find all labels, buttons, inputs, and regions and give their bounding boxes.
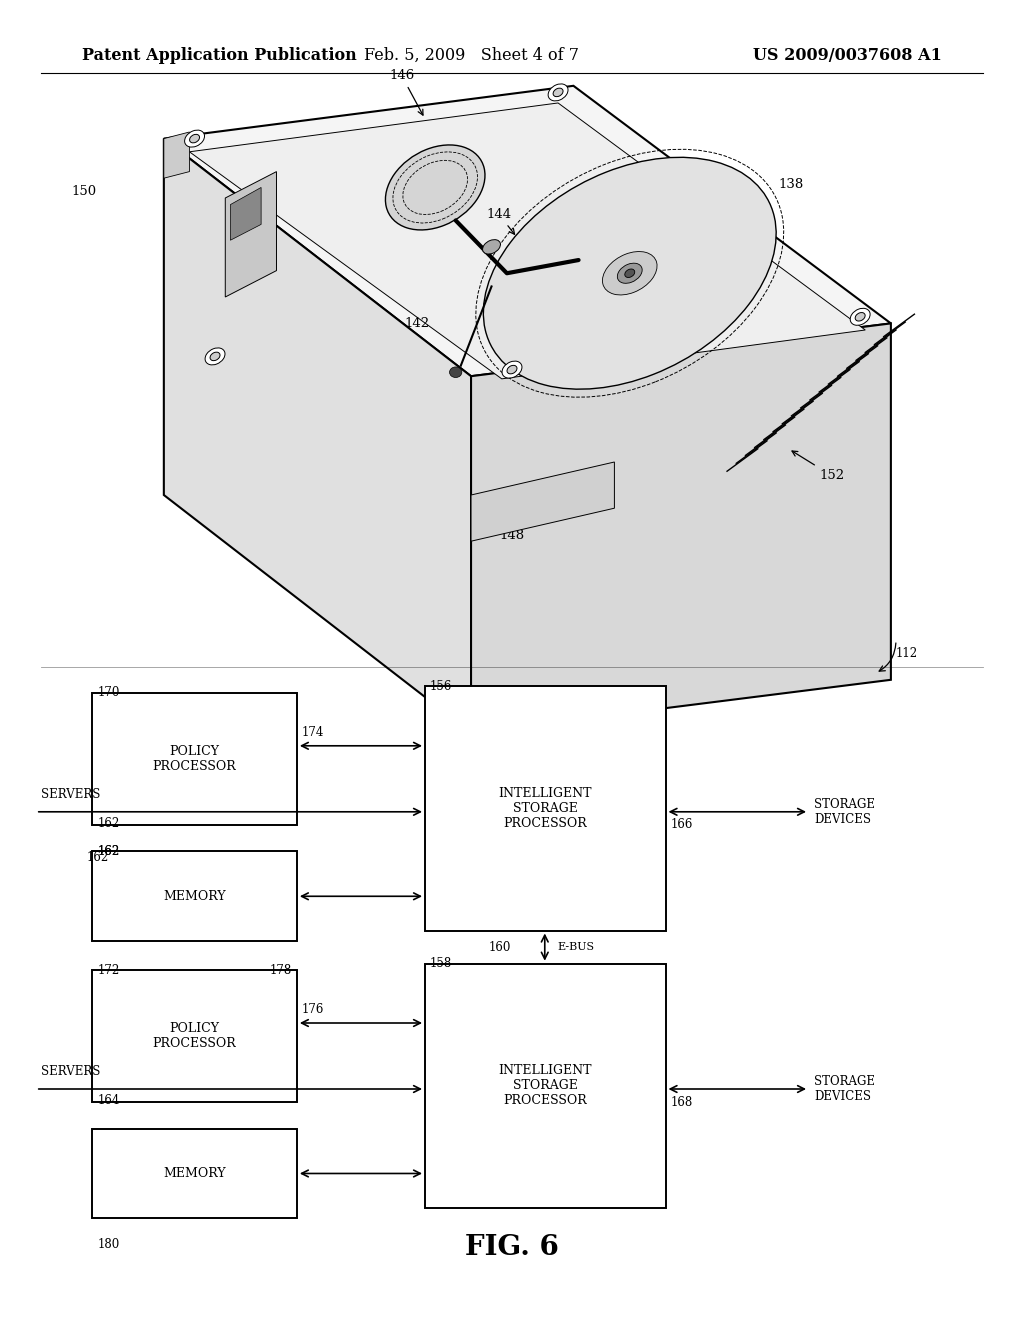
Text: 156: 156 [430,680,453,693]
Ellipse shape [450,367,462,378]
Ellipse shape [482,240,501,253]
Text: 138: 138 [778,178,804,191]
Text: 172: 172 [97,964,120,977]
Text: INTELLIGENT
STORAGE
PROCESSOR: INTELLIGENT STORAGE PROCESSOR [499,1064,592,1107]
Text: 148: 148 [500,515,530,541]
Ellipse shape [205,348,225,364]
Text: 162: 162 [87,851,110,865]
Text: 160: 160 [488,941,511,953]
Text: 178: 178 [269,964,292,977]
Text: 140: 140 [650,277,676,290]
Polygon shape [471,462,614,541]
Polygon shape [471,323,891,733]
Text: 144: 144 [486,207,514,235]
Text: FIG.5: FIG.5 [173,733,257,759]
Text: SERVERS: SERVERS [41,788,100,801]
Ellipse shape [184,131,205,147]
Bar [92,970,297,1102]
Ellipse shape [617,263,642,284]
Text: FIG. 6: FIG. 6 [465,1234,559,1261]
Text: 164: 164 [97,1094,120,1107]
Text: 174: 174 [302,726,325,739]
Bar [92,1129,297,1218]
Ellipse shape [189,135,200,143]
Text: INTELLIGENT
STORAGE
PROCESSOR: INTELLIGENT STORAGE PROCESSOR [499,787,592,830]
Text: SERVERS: SERVERS [41,1065,100,1078]
Bar [92,693,297,825]
Text: 112: 112 [896,647,919,660]
Text: 162: 162 [97,817,120,830]
Ellipse shape [553,88,563,96]
Ellipse shape [602,252,657,294]
Text: 146: 146 [389,69,423,115]
Ellipse shape [507,366,517,374]
Ellipse shape [850,309,870,325]
Bar [425,964,666,1208]
Text: 150: 150 [72,185,97,198]
Text: STORAGE
DEVICES: STORAGE DEVICES [814,1074,876,1104]
Text: STORAGE
DEVICES: STORAGE DEVICES [814,797,876,826]
Polygon shape [164,132,189,178]
Ellipse shape [210,352,220,360]
Ellipse shape [625,269,635,277]
Text: 166: 166 [671,818,693,832]
Ellipse shape [855,313,865,321]
Text: E-BUS: E-BUS [557,942,594,952]
Polygon shape [164,139,471,733]
Text: MEMORY: MEMORY [163,1167,226,1180]
Bar [92,851,297,941]
Ellipse shape [548,84,568,100]
Ellipse shape [502,362,522,378]
Polygon shape [230,187,261,240]
Polygon shape [189,103,865,379]
Text: 158: 158 [430,957,453,970]
Text: 162: 162 [97,845,120,858]
Text: Patent Application Publication: Patent Application Publication [82,48,356,63]
Text: 180: 180 [97,1238,120,1251]
Text: POLICY
PROCESSOR: POLICY PROCESSOR [153,744,237,774]
Text: MEMORY: MEMORY [163,890,226,903]
Text: 162: 162 [97,845,120,858]
Text: 168: 168 [671,1096,693,1109]
Ellipse shape [483,157,776,389]
Polygon shape [164,86,891,376]
Polygon shape [225,172,276,297]
Text: 142: 142 [404,317,430,330]
Text: 152: 152 [792,451,845,482]
Ellipse shape [385,145,485,230]
Text: 176: 176 [302,1003,325,1016]
Text: Feb. 5, 2009   Sheet 4 of 7: Feb. 5, 2009 Sheet 4 of 7 [364,48,579,63]
Text: 170: 170 [97,686,120,700]
Bar [425,686,666,931]
Text: POLICY
PROCESSOR: POLICY PROCESSOR [153,1022,237,1051]
Text: US 2009/0037608 A1: US 2009/0037608 A1 [754,48,942,63]
